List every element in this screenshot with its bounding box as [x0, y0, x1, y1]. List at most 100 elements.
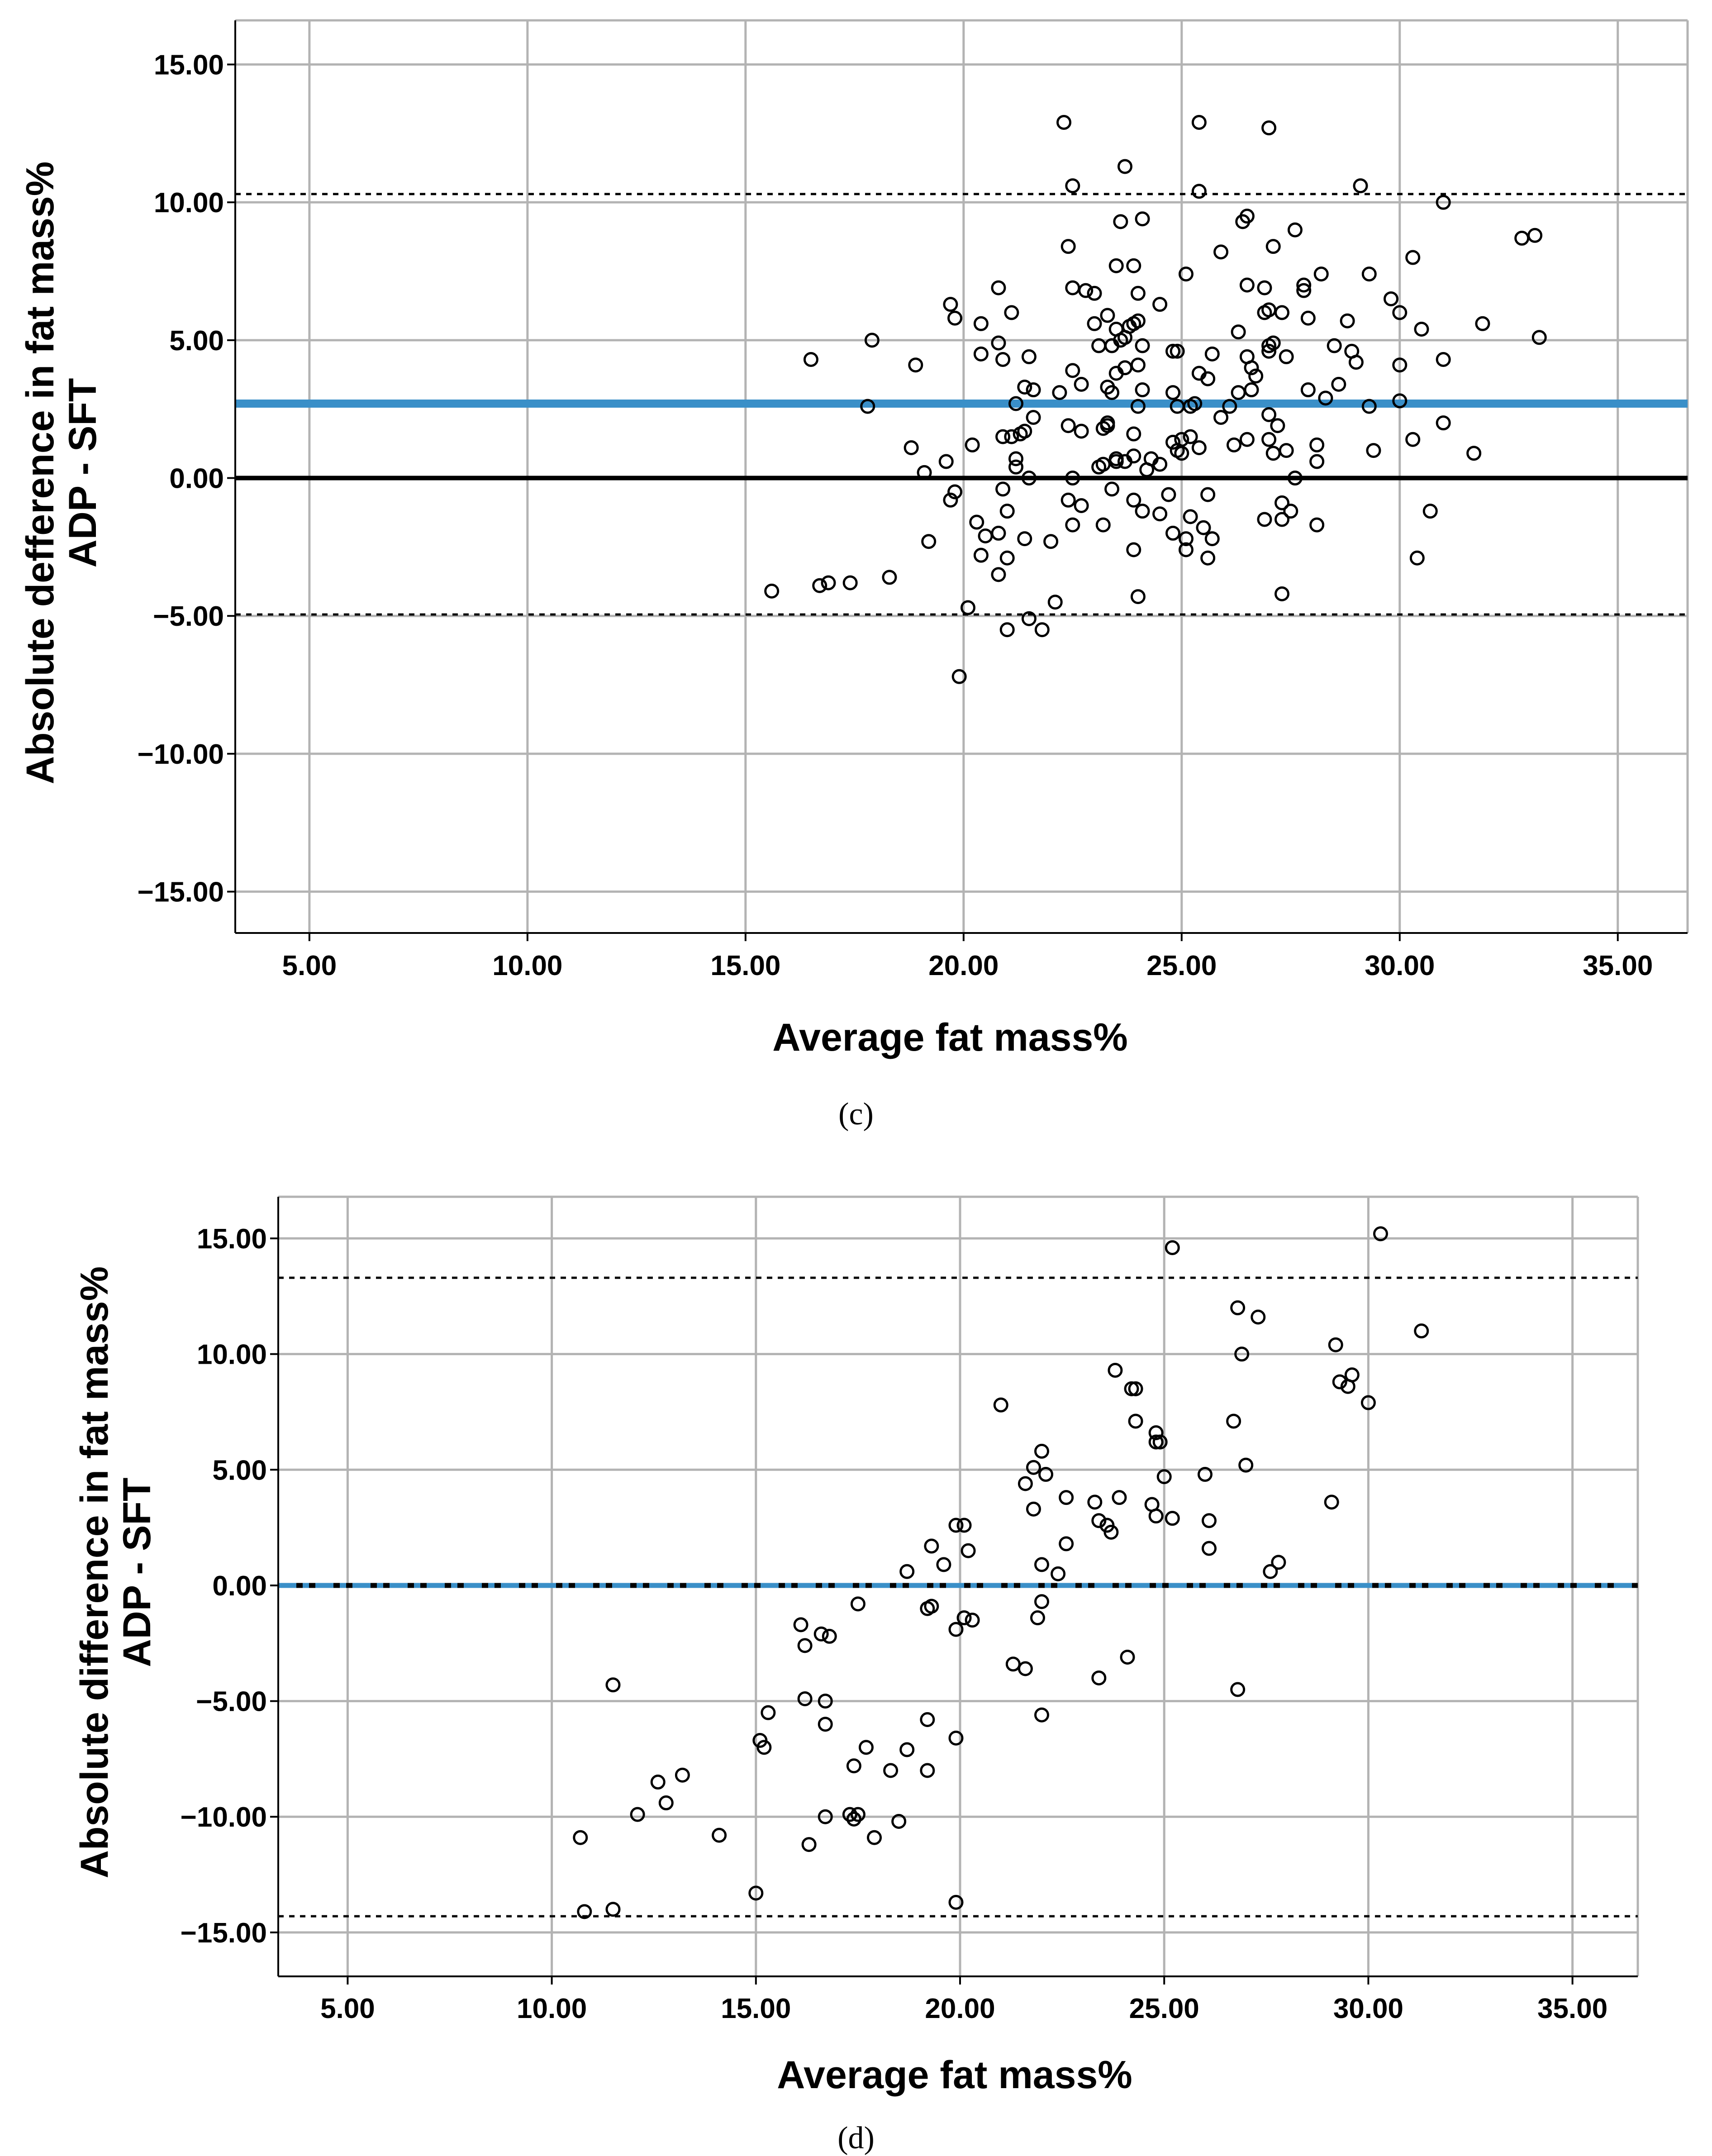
data-point	[1021, 611, 1037, 626]
data-point	[1139, 462, 1155, 477]
data-point	[1112, 1490, 1127, 1505]
data-point	[1327, 338, 1342, 353]
data-point	[860, 399, 875, 414]
data-point	[1274, 305, 1290, 320]
data-point	[1340, 313, 1355, 328]
data-point	[1183, 509, 1198, 524]
data-point	[1034, 1707, 1049, 1723]
data-point	[1135, 382, 1150, 398]
chart-c-reference-lines	[235, 193, 1688, 616]
chart-c: 5.00 10.00 15.00 20.00 25.00 30.00 35.00 −15.00…	[19, 19, 1689, 1132]
data-point	[1165, 385, 1181, 400]
x-tick-label: 25.00	[1146, 950, 1217, 981]
data-point	[1095, 517, 1111, 533]
x-tick-label: 20.00	[925, 1993, 995, 2024]
data-point	[1200, 487, 1216, 502]
data-point	[1165, 1240, 1180, 1255]
data-point	[846, 1758, 861, 1774]
y-tick-label: −5.00	[153, 601, 224, 632]
data-point	[1178, 531, 1194, 547]
data-point	[1008, 459, 1023, 475]
data-point	[1200, 371, 1216, 386]
data-point	[797, 1691, 813, 1706]
data-point	[1213, 244, 1229, 260]
data-point	[1287, 471, 1303, 486]
data-point	[1017, 424, 1032, 439]
data-point	[1200, 550, 1216, 566]
data-point	[1366, 443, 1381, 458]
y-tick-label: −15.00	[181, 1918, 267, 1949]
x-tick-label: 15.00	[721, 1993, 791, 2024]
data-point	[1251, 1309, 1266, 1325]
data-point	[842, 1807, 857, 1822]
data-point	[1126, 426, 1141, 442]
data-point	[793, 1617, 808, 1632]
data-point	[951, 669, 967, 684]
data-point	[1148, 1509, 1164, 1524]
data-point	[920, 1763, 935, 1778]
data-point	[1056, 114, 1072, 130]
data-point	[1034, 1443, 1049, 1459]
data-point	[965, 437, 980, 452]
data-point	[1135, 211, 1150, 227]
x-tick-label: 30.00	[1333, 1993, 1403, 2024]
data-point	[1034, 1594, 1049, 1609]
data-point	[1087, 316, 1102, 331]
data-point	[1436, 195, 1451, 210]
data-point	[1392, 357, 1408, 373]
data-point	[960, 600, 975, 615]
data-point	[1021, 471, 1037, 486]
data-point	[1261, 120, 1277, 136]
data-point	[1113, 214, 1128, 229]
data-point	[991, 525, 1006, 541]
data-point	[1360, 1395, 1376, 1410]
y-tick-label: 15.00	[197, 1223, 267, 1255]
data-point	[1196, 520, 1211, 535]
data-point	[1100, 308, 1115, 323]
data-point	[1078, 283, 1094, 298]
data-point	[1239, 432, 1255, 447]
data-point	[991, 567, 1006, 582]
data-point	[924, 1599, 939, 1614]
y-tick-label: −10.00	[181, 1802, 267, 1833]
data-point	[1060, 492, 1076, 508]
data-point	[803, 352, 818, 367]
data-point	[1091, 459, 1107, 475]
data-point	[1392, 305, 1408, 320]
x-tick-label: 5.00	[320, 1993, 375, 2024]
data-point	[1091, 1670, 1107, 1685]
data-point	[821, 575, 836, 590]
data-point	[1130, 589, 1146, 604]
data-point	[850, 1596, 866, 1612]
data-point	[1065, 363, 1080, 378]
data-point	[1103, 1524, 1119, 1540]
data-point	[1191, 184, 1207, 199]
data-point	[1178, 267, 1194, 282]
data-point	[1331, 376, 1346, 392]
data-point	[1021, 349, 1037, 364]
chart-c-axes	[227, 20, 1688, 941]
y-tick-label: 5.00	[212, 1455, 267, 1486]
y-tick-label: 15.00	[154, 49, 224, 81]
data-point	[1005, 1656, 1021, 1672]
data-point	[1274, 512, 1290, 527]
data-point	[943, 492, 958, 508]
data-point	[1018, 1661, 1033, 1676]
data-point	[764, 583, 780, 599]
data-point	[999, 550, 1015, 566]
data-point	[1204, 531, 1220, 547]
data-point	[1231, 324, 1246, 340]
data-point	[1128, 1414, 1143, 1429]
chart-d-y-axis-label-line1: Absolute difference in fat mass%	[73, 1266, 116, 1878]
data-point	[1239, 277, 1255, 293]
y-tick-label: 0.00	[212, 1571, 267, 1602]
data-point	[1265, 335, 1281, 351]
data-point	[883, 1763, 899, 1778]
data-point	[818, 1717, 833, 1732]
chart-d-x-axis-label: Average fat mass%	[777, 2053, 1132, 2097]
data-point	[1104, 481, 1120, 497]
data-point	[761, 1705, 776, 1720]
data-point	[1238, 1457, 1254, 1473]
data-point	[1117, 159, 1132, 174]
data-point	[1353, 178, 1368, 194]
